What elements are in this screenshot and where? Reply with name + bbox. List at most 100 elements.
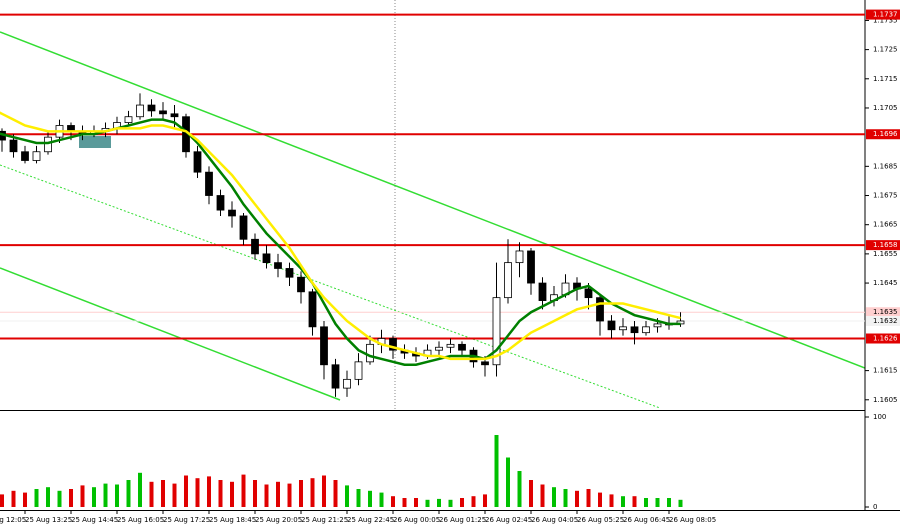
y-tick-label: 1.1645	[873, 279, 898, 287]
y-tick-label: 1.1715	[873, 75, 898, 83]
volume-bar	[184, 475, 188, 507]
level-label: 1.1626	[873, 335, 898, 343]
volume-bar	[448, 499, 453, 507]
x-tick-label: 25 Aug 13:25	[25, 516, 72, 524]
volume-bar	[678, 499, 683, 507]
candle-body	[251, 238, 259, 255]
x-tick-label: 26 Aug 08:05	[669, 516, 716, 524]
volume-bar	[149, 481, 154, 507]
candle-body	[216, 195, 225, 211]
candle-body	[193, 151, 202, 173]
x-tick-label: 25 Aug 20:05	[255, 516, 302, 524]
candle-body	[642, 326, 650, 334]
volume-bar	[609, 494, 614, 507]
marker-label-bg	[866, 307, 900, 318]
candle-body	[170, 113, 179, 118]
volume-bar	[368, 490, 372, 507]
candle-body	[515, 250, 524, 264]
y-tick-label: 1.1605	[873, 396, 898, 404]
y-tick-label: 1.1685	[873, 162, 898, 170]
x-tick-label: 25 Aug 22:45	[347, 516, 394, 524]
volume-bar	[517, 471, 522, 507]
x-tick-label: 26 Aug 00:05	[393, 516, 440, 524]
volume-bar	[138, 472, 142, 507]
volume-bar	[126, 480, 131, 507]
volume-bar	[333, 480, 338, 507]
volume-bar	[287, 483, 292, 507]
volume-bar	[494, 435, 499, 507]
y-tick-label: 1.1705	[873, 104, 898, 112]
candle-body	[331, 364, 340, 389]
volume-bar	[23, 492, 27, 507]
level-label-bg	[866, 129, 900, 140]
volume-bar	[391, 496, 395, 507]
volume-tick-label: 0	[873, 503, 877, 511]
moving-average	[0, 111, 681, 361]
candle-body	[366, 343, 374, 363]
volume-bar	[218, 480, 223, 507]
candle-body	[228, 209, 236, 217]
volume-bar	[402, 498, 407, 507]
candle-body	[538, 282, 547, 301]
candle-body	[458, 343, 466, 351]
volume-tick-label: 100	[873, 413, 886, 421]
candle-body	[159, 110, 167, 115]
x-tick-label: 26 Aug 01:25	[439, 516, 486, 524]
candle-body	[504, 262, 512, 299]
volume-bar	[425, 499, 430, 507]
volume-bar	[460, 498, 464, 507]
candle-body	[630, 326, 639, 334]
volume-panel	[0, 435, 683, 507]
volume-bar	[506, 457, 510, 507]
volume-bar	[471, 496, 476, 507]
volume-bar	[598, 492, 602, 507]
x-tick-label: 26 Aug 02:45	[485, 516, 532, 524]
volume-bar	[241, 474, 246, 507]
trend-line	[0, 267, 341, 401]
overlays	[0, 0, 865, 410]
volume-bar	[230, 481, 234, 507]
candle-body	[147, 104, 156, 112]
axes: 1.1735 1.1725 1.1715 1.1705 1.1685 1.1675 1.16…	[0, 9, 900, 524]
volume-bar	[276, 481, 280, 507]
level-label-bg	[866, 240, 900, 251]
volume-bar	[69, 489, 73, 507]
candle-body	[389, 338, 397, 351]
candle-body	[343, 378, 351, 389]
x-tick-label: 25 Aug 14:45	[71, 516, 118, 524]
candle-body	[653, 323, 662, 328]
volume-bar	[57, 490, 62, 507]
candle-body	[274, 262, 282, 269]
candle-body	[239, 215, 248, 240]
volume-bar	[80, 485, 85, 507]
moving-average	[0, 118, 681, 367]
candle-body	[481, 361, 489, 366]
level-label-bg	[866, 9, 900, 20]
y-tick-label: 1.1725	[873, 46, 898, 54]
x-tick-label: 25 Aug 21:25	[301, 516, 348, 524]
volume-bar	[529, 480, 533, 507]
candle-body	[492, 297, 501, 366]
volume-bar	[575, 490, 579, 507]
volume-bar	[92, 487, 96, 507]
volume-bar	[563, 489, 568, 507]
volume-bar	[667, 498, 671, 507]
candle-body	[32, 151, 41, 161]
volume-bar	[46, 487, 50, 507]
volume-bar	[310, 478, 315, 507]
volume-bar	[632, 496, 637, 507]
candle-body	[124, 116, 133, 123]
volume-bar	[644, 498, 648, 507]
volume-bar	[414, 498, 418, 507]
volume-bar	[586, 489, 591, 507]
candle-body	[285, 268, 294, 278]
level-label: 1.1737	[873, 11, 898, 19]
candle-body	[205, 171, 213, 196]
volume-bar	[345, 485, 349, 507]
candle-body	[136, 104, 144, 118]
marker-label-bg	[866, 315, 900, 326]
highlight-box	[79, 136, 111, 148]
candle-body	[596, 297, 604, 322]
volume-bar	[299, 480, 303, 507]
